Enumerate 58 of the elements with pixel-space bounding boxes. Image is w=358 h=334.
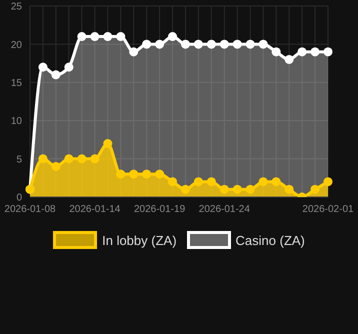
point: [142, 170, 152, 179]
y-tick-label: 0: [16, 192, 22, 204]
point: [142, 40, 152, 49]
point: [220, 184, 229, 194]
point: [64, 62, 74, 72]
point: [90, 154, 100, 164]
x-tick-label: 2026-01-14: [69, 204, 121, 216]
point: [116, 170, 126, 179]
point: [77, 154, 86, 164]
x-tick-label: 2026-01-08: [4, 204, 56, 216]
point: [103, 139, 112, 148]
point: [284, 54, 294, 64]
point: [180, 184, 190, 194]
y-tick-label: 10: [10, 116, 22, 128]
point: [258, 40, 268, 49]
point: [220, 40, 229, 49]
point: [272, 177, 281, 186]
y-tick-label: 15: [10, 78, 22, 89]
point: [272, 47, 281, 56]
legend-label: Casino (ZA): [236, 232, 305, 248]
point: [246, 184, 255, 194]
point: [90, 32, 100, 42]
point: [232, 184, 242, 194]
point: [258, 177, 268, 186]
point: [129, 47, 138, 56]
x-tick-label: 2026-02-01: [302, 204, 354, 216]
point: [116, 32, 126, 42]
point: [232, 40, 242, 49]
point: [284, 184, 294, 194]
point: [64, 154, 74, 164]
point: [324, 177, 332, 186]
point: [38, 154, 48, 164]
point: [51, 70, 60, 80]
point: [168, 32, 178, 42]
point: [310, 184, 320, 194]
point: [38, 62, 48, 72]
point: [246, 40, 255, 49]
point: [206, 177, 216, 186]
point: [206, 40, 216, 49]
x-tick-label: 2026-01-19: [134, 204, 186, 216]
y-tick-label: 25: [10, 2, 22, 13]
point: [155, 170, 164, 179]
point: [168, 177, 178, 186]
point: [155, 40, 164, 49]
point: [103, 32, 112, 42]
point: [129, 170, 138, 179]
point: [298, 47, 307, 56]
point: [310, 47, 320, 56]
y-tick-label: 20: [10, 40, 22, 51]
y-tick-label: 5: [16, 154, 22, 166]
point: [51, 162, 60, 171]
point: [194, 177, 203, 186]
point: [180, 40, 190, 49]
legend-label: In lobby (ZA): [102, 232, 177, 248]
point: [194, 40, 203, 49]
point: [324, 47, 332, 56]
point: [77, 32, 86, 42]
x-tick-label: 2026-01-24: [198, 204, 250, 216]
